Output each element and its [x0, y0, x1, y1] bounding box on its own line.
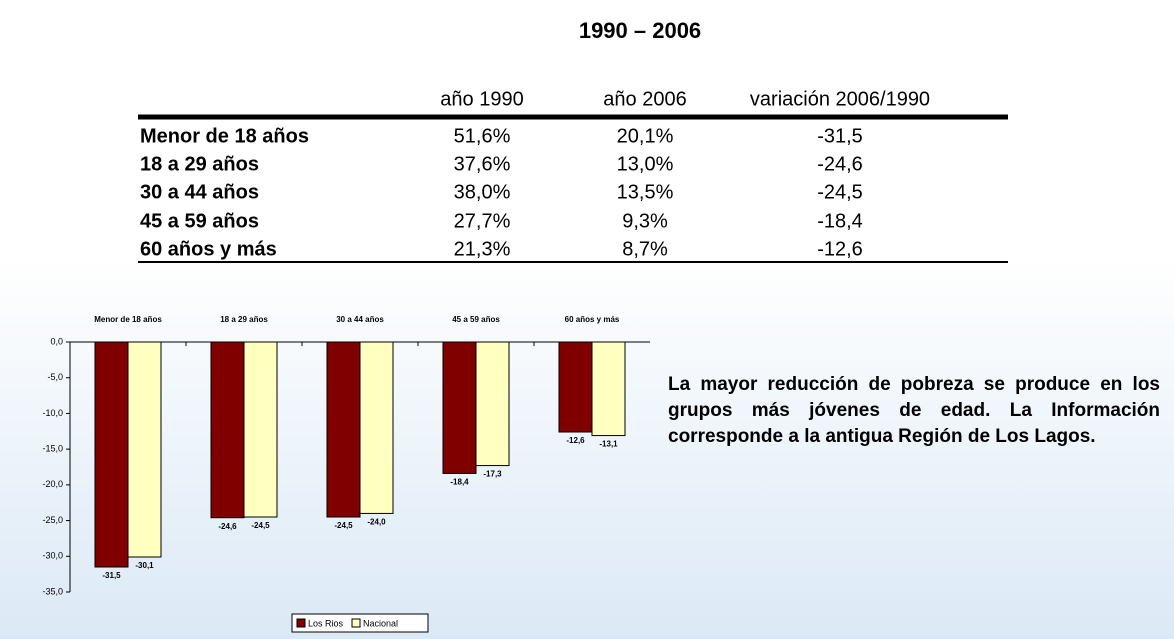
data-label: -31,5	[102, 571, 121, 580]
table-cell: 38,0%	[454, 181, 511, 203]
table-cell: -24,6	[817, 153, 863, 175]
x-tick-label: Menor de 18 años	[94, 315, 162, 324]
data-label: -24,5	[334, 521, 353, 530]
bar	[475, 341, 510, 467]
x-tick-label: 45 a 59 años	[452, 315, 500, 324]
data-label: -24,6	[218, 522, 237, 531]
bar	[127, 341, 162, 558]
bar	[326, 341, 361, 518]
bar	[558, 341, 593, 433]
legend-label: Nacional	[363, 618, 398, 628]
row-label: 60 años y más	[140, 238, 277, 260]
y-tick-label: 0,0	[50, 336, 63, 346]
y-tick-label: -30,0	[42, 551, 63, 561]
legend-label: Los Rios	[308, 618, 344, 628]
table-cell: 20,1%	[617, 125, 674, 147]
table-cell: 37,6%	[454, 153, 511, 175]
note: La mayor reducción de pobreza se produce…	[668, 374, 1160, 447]
table-cell: 9,3%	[622, 210, 668, 232]
data-label: -12,6	[566, 436, 585, 445]
row-label: 45 a 59 años	[140, 210, 259, 232]
table-header: variación 2006/1990	[750, 88, 930, 110]
data-label: -13,1	[599, 440, 618, 449]
y-tick-label: -20,0	[42, 479, 63, 489]
table-header: año 1990	[440, 88, 523, 110]
table-cell: 13,0%	[617, 153, 674, 175]
y-tick-label: -5,0	[47, 372, 63, 382]
x-tick-label: 18 a 29 años	[220, 315, 268, 324]
bar	[359, 341, 394, 514]
row-label: Menor de 18 años	[140, 125, 309, 147]
table-cell: -18,4	[817, 210, 863, 232]
legend-swatch	[351, 618, 361, 628]
bar	[210, 341, 245, 519]
table-cell: 8,7%	[622, 238, 668, 260]
data-label: -24,0	[367, 518, 386, 527]
legend-swatch	[296, 618, 306, 628]
y-tick-label: -25,0	[42, 515, 63, 525]
title: 1990 – 2006	[579, 18, 701, 43]
bar	[591, 341, 626, 437]
x-tick-label: 60 años y más	[565, 315, 620, 324]
y-tick-label: -35,0	[42, 586, 63, 596]
bar	[442, 341, 477, 474]
table-cell: 21,3%	[454, 238, 511, 260]
data-label: -30,1	[135, 561, 154, 570]
table-cell: 27,7%	[454, 210, 511, 232]
row-label: 30 a 44 años	[140, 181, 259, 203]
bar	[94, 341, 129, 568]
table-cell: -24,5	[817, 181, 863, 203]
row-label: 18 a 29 años	[140, 153, 259, 175]
y-tick-label: -15,0	[42, 444, 63, 454]
table-header: año 2006	[603, 88, 686, 110]
data-label: -18,4	[450, 478, 469, 487]
y-tick-label: -10,0	[42, 408, 63, 418]
table-cell: -12,6	[817, 238, 863, 260]
table-cell: 51,6%	[454, 125, 511, 147]
table-cell: -31,5	[817, 125, 863, 147]
bar	[243, 341, 278, 518]
table-cell: 13,5%	[617, 181, 674, 203]
x-tick-label: 30 a 44 años	[336, 315, 384, 324]
data-label: -24,5	[251, 521, 270, 530]
data-label: -17,3	[483, 470, 502, 479]
